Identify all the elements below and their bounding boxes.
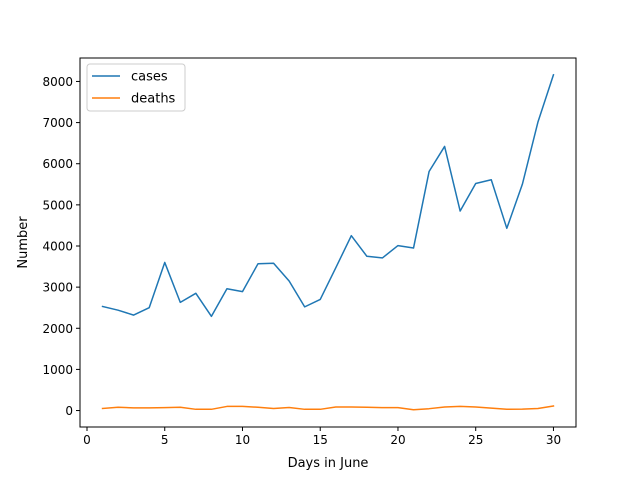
x-tick-label: 30 xyxy=(546,433,561,447)
legend-label-cases: cases xyxy=(131,70,168,85)
y-tick-label: 7000 xyxy=(42,116,73,130)
y-tick-label: 1000 xyxy=(42,363,73,377)
y-axis-label: Number xyxy=(16,216,31,269)
y-tick-label: 6000 xyxy=(42,157,73,171)
series-line-cases xyxy=(101,73,555,318)
plot-frame xyxy=(79,57,577,428)
x-tick-label: 10 xyxy=(235,433,250,447)
y-tick-label: 8000 xyxy=(42,75,73,89)
x-tick-label: 20 xyxy=(390,433,405,447)
x-tick-label: 25 xyxy=(468,433,483,447)
series-layer xyxy=(101,73,555,411)
x-tick-label: 15 xyxy=(313,433,328,447)
y-axis-ticks: 0 1000 2000 3000 4000 5000 6000 7000 8000 xyxy=(42,75,80,418)
legend: cases deaths xyxy=(86,63,186,112)
x-tick-label: 5 xyxy=(161,433,169,447)
y-tick-label: 0 xyxy=(65,404,73,418)
y-tick-label: 2000 xyxy=(42,322,73,336)
y-tick-label: 3000 xyxy=(42,281,73,295)
x-axis-ticks: 0 5 10 15 20 25 30 xyxy=(83,427,561,447)
y-tick-label: 5000 xyxy=(42,198,73,212)
y-tick-label: 4000 xyxy=(42,239,73,253)
series-line-deaths xyxy=(101,405,555,411)
x-tick-label: 0 xyxy=(83,433,91,447)
legend-label-deaths: deaths xyxy=(131,92,176,107)
x-axis-label: Days in June xyxy=(288,456,369,471)
